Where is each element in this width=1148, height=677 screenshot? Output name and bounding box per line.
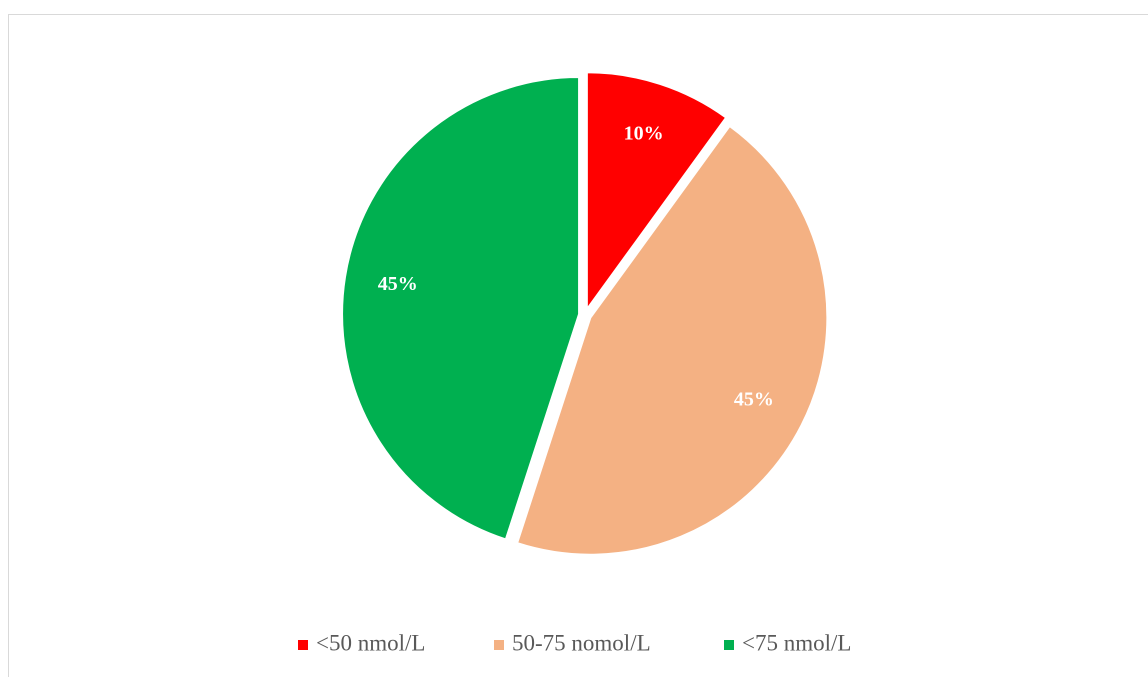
pie-slice — [341, 76, 581, 541]
value-label: 45% — [734, 389, 774, 411]
legend-label: <75 nmol/L — [742, 630, 851, 655]
legend-label: <50 nmol/L — [316, 630, 425, 655]
legend-swatch — [298, 640, 308, 650]
value-label: 45% — [378, 273, 418, 295]
legend-swatch — [724, 640, 734, 650]
pie-slice — [585, 71, 728, 313]
legend-label: 50-75 nomol/L — [512, 630, 651, 655]
pie-slice — [515, 124, 829, 556]
value-label: 10% — [624, 122, 664, 144]
legend-swatch — [494, 640, 504, 650]
